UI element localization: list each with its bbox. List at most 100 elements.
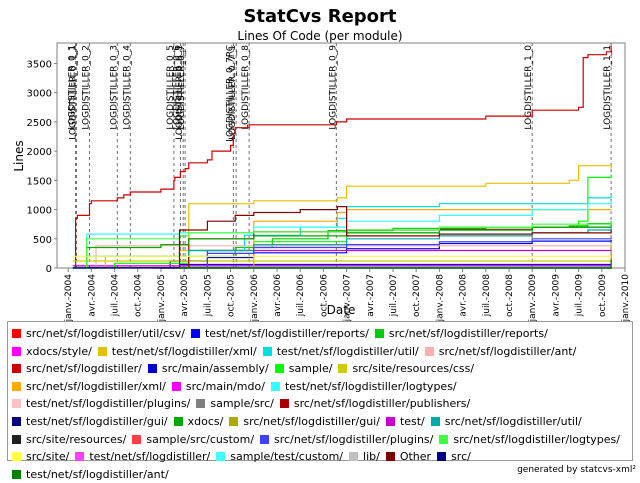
x-tick-label: juil.-2007 bbox=[389, 274, 399, 317]
legend-label: sample/src/custom/ bbox=[146, 432, 255, 446]
legend-swatch bbox=[12, 452, 21, 462]
legend-item: src/net/sf/logdistiller/util/csv/ bbox=[12, 325, 185, 343]
release-marker-label: LOGDISTILLER_1_0 bbox=[524, 45, 534, 130]
x-tick-label: janv.-2007 bbox=[343, 274, 353, 322]
legend-label: src/net/sf/logdistiller/xml/ bbox=[26, 379, 166, 393]
legend-label: src/net/sf/logdistiller/plugins/ bbox=[274, 432, 434, 446]
legend-label: lib/ bbox=[363, 450, 380, 464]
legend-swatch bbox=[12, 434, 21, 444]
legend-label: src/net/sf/logdistiller/publishers/ bbox=[293, 397, 471, 411]
x-tick-label: avr.-2007 bbox=[366, 274, 376, 317]
series-line bbox=[179, 259, 612, 269]
release-marker-label: LOGDISTILLER_0_7 bbox=[177, 45, 187, 130]
legend-item: src/net/sf/logdistiller/ant/ bbox=[424, 343, 577, 361]
legend-swatch bbox=[216, 452, 226, 462]
legend-item: src/main/assembly/ bbox=[147, 360, 269, 378]
legend-item: src/net/sf/logdistiller/xml/ bbox=[12, 378, 166, 396]
legend-label: xdocs/ bbox=[187, 414, 224, 428]
legend-label: test/net/sf/logdistiller/ant/ bbox=[26, 467, 169, 481]
legend-item: test/net/sf/logdistiller/xml/ bbox=[97, 343, 257, 361]
legend-item: sample/src/ bbox=[196, 395, 274, 413]
y-tick-label: 2500 bbox=[27, 118, 52, 129]
release-marker-label: LOGDISTILLER_0_9 bbox=[328, 45, 338, 130]
legend-item: test/net/sf/logdistiller/util/ bbox=[262, 343, 419, 361]
legend-swatch bbox=[12, 346, 21, 356]
release-marker-label: LOGDISTILLER_0_3 bbox=[109, 45, 119, 130]
y-tick-label: 500 bbox=[33, 235, 52, 246]
y-tick-label: 1000 bbox=[27, 206, 52, 217]
legend-label: test/net/sf/logdistiller/util/ bbox=[276, 344, 419, 358]
legend-label: test/net/sf/logdistiller/plugins/ bbox=[26, 397, 191, 411]
release-marker-label: LOGDISTILLER_0_6_1 bbox=[175, 45, 185, 140]
x-tick-label: oct.-2009 bbox=[598, 274, 608, 317]
x-tick-label: juil.-2004 bbox=[111, 274, 121, 317]
legend-swatch bbox=[385, 452, 395, 462]
legend-swatch bbox=[274, 364, 284, 374]
legend-swatch bbox=[12, 399, 21, 409]
chart-subtitle: Lines Of Code (per module) bbox=[237, 29, 403, 43]
legend-label: src/site/resources/ bbox=[26, 432, 127, 446]
release-marker-label: LOGDISTILLER_1_1 bbox=[603, 45, 613, 130]
legend-swatch bbox=[430, 416, 440, 426]
legend-swatch bbox=[437, 452, 447, 462]
legend-item: lib/ bbox=[349, 448, 380, 466]
x-tick-label: janv.-2009 bbox=[528, 274, 538, 323]
legend-swatch bbox=[270, 381, 280, 391]
legend-item: src/main/mdo/ bbox=[171, 378, 265, 396]
x-tick-label: juil.-2009 bbox=[575, 274, 585, 317]
y-tick-label: 3500 bbox=[27, 59, 52, 70]
legend-label: sample/src/ bbox=[210, 397, 274, 411]
footer-credit: generated by statcvs-xml² bbox=[517, 465, 636, 475]
legend-item: src/net/sf/logdistiller/plugins/ bbox=[260, 431, 433, 449]
series-line bbox=[72, 45, 612, 269]
legend-item: sample/ bbox=[274, 360, 332, 378]
legend-label: src/net/sf/logdistiller/gui/ bbox=[243, 414, 380, 428]
legend-swatch bbox=[75, 452, 85, 462]
series-line bbox=[179, 237, 612, 269]
legend-label: src/net/sf/logdistiller/util/ bbox=[444, 414, 582, 428]
legend-label: src/site/resources/css/ bbox=[352, 362, 475, 376]
legend-label: xdocs/style/ bbox=[26, 344, 92, 358]
legend-item: src/net/sf/logdistiller/publishers/ bbox=[279, 395, 471, 413]
legend-label: src/main/assembly/ bbox=[161, 362, 269, 376]
legend-swatch bbox=[349, 452, 359, 462]
legend-swatch bbox=[12, 469, 21, 479]
chart-title: StatCvs Report bbox=[243, 6, 397, 27]
x-tick-label: avr.-2009 bbox=[551, 274, 561, 317]
x-tick-label: janv.-2008 bbox=[435, 274, 445, 323]
x-tick-label: oct.-2007 bbox=[412, 274, 422, 317]
legend-swatch bbox=[12, 364, 21, 374]
legend-swatch bbox=[132, 434, 142, 444]
legend-label: src/net/sf/logdistiller/ant/ bbox=[438, 344, 577, 358]
legend-label: test/net/sf/logdistiller/reports/ bbox=[204, 327, 369, 340]
legend-label: sample/test/custom/ bbox=[230, 450, 344, 464]
release-marker-label: LOGDISTILLER_0_2 bbox=[81, 45, 91, 130]
legend-item: xdocs/style/ bbox=[12, 343, 92, 361]
legend-label: test/ bbox=[399, 414, 425, 428]
y-tick-label: 3000 bbox=[27, 89, 52, 100]
legend-swatch bbox=[385, 416, 395, 426]
legend-item: xdocs/ bbox=[173, 413, 224, 431]
legend-item: src/net/sf/logdistiller/logtypes/ bbox=[439, 431, 620, 449]
legend-swatch bbox=[229, 416, 239, 426]
legend-swatch bbox=[262, 346, 272, 356]
series-line bbox=[72, 222, 612, 269]
x-tick-label: janv.-2005 bbox=[157, 274, 167, 322]
x-tick-label: juil.-2005 bbox=[203, 274, 213, 317]
legend-label: src/site/ bbox=[26, 450, 70, 464]
release-marker-label: LOGDISTILLER_0_7RC bbox=[225, 45, 235, 142]
legend-swatch bbox=[260, 434, 270, 444]
legend-swatch bbox=[439, 434, 449, 444]
x-tick-label: oct.-2008 bbox=[505, 274, 515, 317]
x-axis-label: Date bbox=[327, 303, 356, 317]
legend-swatch bbox=[147, 364, 157, 374]
legend-label: src/net/sf/logdistiller/reports/ bbox=[388, 327, 548, 340]
legend-item: sample/test/custom/ bbox=[216, 448, 343, 466]
legend-item: test/net/sf/logdistiller/ bbox=[75, 448, 210, 466]
legend-label: Other bbox=[399, 450, 432, 464]
legend-item: test/net/sf/logdistiller/ant/ bbox=[12, 466, 169, 483]
x-tick-label: oct.-2004 bbox=[134, 274, 144, 317]
legend-label: test/net/sf/logdistiller/xml/ bbox=[111, 344, 257, 358]
release-marker-label: LOGDISTILLER_0_4 bbox=[122, 45, 132, 130]
x-tick-label: avr.-2008 bbox=[459, 274, 469, 317]
